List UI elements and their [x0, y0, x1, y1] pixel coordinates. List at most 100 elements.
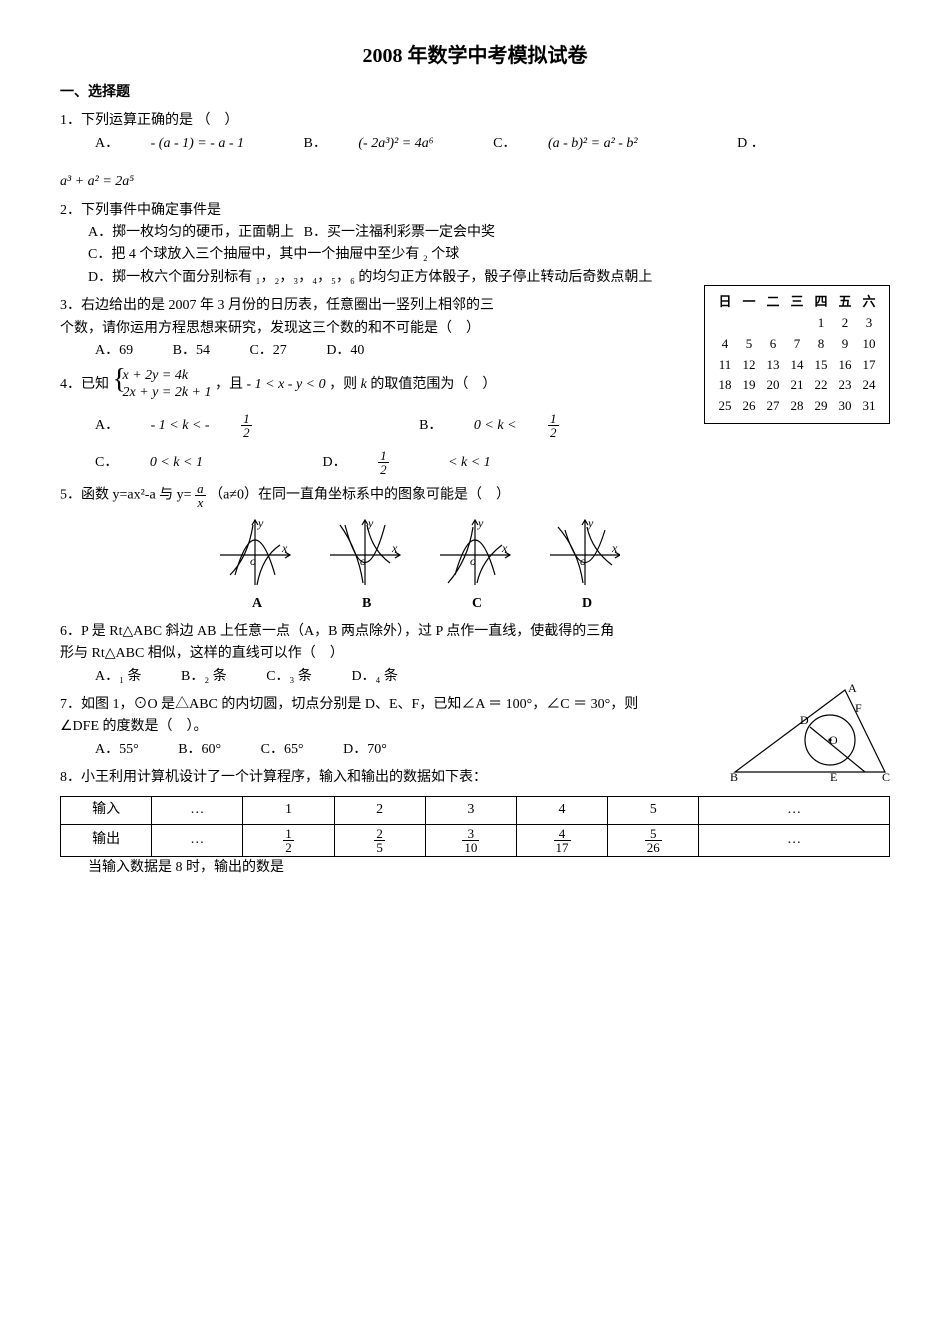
q2C: C．把 4 个球放入三个抽屉中，其中一个抽屉中至少有 ₂ 个球 — [60, 244, 890, 266]
q3A: A．69 — [95, 343, 133, 358]
brace-icon: { — [113, 366, 126, 394]
label: B． — [419, 418, 442, 433]
q4-post: ，则 — [329, 377, 361, 392]
q1-D-expr: a³ + a² = 2a⁵ — [60, 174, 134, 189]
q1-optA: A． - (a - 1) = - a - 1 — [95, 136, 276, 151]
expr: - 1 < k < - — [151, 418, 213, 433]
fig-label: B — [362, 596, 371, 611]
question-7: 7．如图 1，⊙O 是△ABC 的内切圆，切点分别是 D、E、F，已知∠A ＝ … — [60, 694, 890, 761]
question-5: 5．函数 y=ax²-a 与 y= ax （a≠0）在同一直角坐标系中的图象可能… — [60, 482, 890, 615]
num: 1 — [378, 449, 389, 463]
c: 310 — [425, 824, 516, 856]
q5-svg: o x y A o x y B — [180, 515, 620, 615]
label: C． — [493, 136, 516, 151]
fig-label: C — [472, 596, 482, 611]
x-label: x — [281, 541, 288, 555]
n: 4 — [554, 827, 571, 841]
q5-figures: o x y A o x y B — [180, 515, 890, 615]
q7A: A．55° — [95, 742, 139, 757]
question-4: 4．已知 { x + 2y = 4k 2x + y = 2k + 1 ，且 - … — [60, 368, 890, 476]
label: A． — [95, 136, 119, 151]
q3-l1: 3．右边给出的是 2007 年 3 月份的日历表，任意圈出一竖列上相邻的三 — [60, 295, 890, 317]
c: … — [152, 824, 243, 856]
c: 417 — [516, 824, 607, 856]
y-label: y — [477, 516, 484, 530]
q1-optB: B． (- 2a³)² = 4a⁶ — [304, 136, 466, 151]
q1-optC: C． (a - b)² = a² - b² — [493, 136, 669, 151]
q6-l1: 6．P 是 Rt△ABC 斜边 AB 上任意一点（A，B 两点除外），过 P 点… — [60, 621, 890, 643]
expr: - (a - 1) = - a - 1 — [151, 136, 244, 151]
q6A: A．₁ 条 — [95, 669, 142, 684]
q8-tail: 当输入数据是 8 时，输出的数是 — [60, 857, 890, 879]
y-label: y — [367, 516, 374, 530]
q7C: C．65° — [261, 742, 304, 757]
q4-row2: C． 0 < k < 1 D． 12 < k < 1 — [60, 449, 890, 476]
x-label: x — [391, 541, 398, 555]
q5-pre: 5．函数 y=ax²-a 与 y= — [60, 488, 195, 503]
c: 1 — [243, 797, 334, 824]
c: 3 — [425, 797, 516, 824]
q4A: A． - 1 < k < - 12 — [95, 418, 311, 433]
label: A． — [95, 418, 119, 433]
expr: < k < 1 — [445, 455, 491, 470]
expr: (a - b)² = a² - b² — [548, 136, 638, 151]
expr: 0 < k < 1 — [150, 455, 203, 470]
expr: (- 2a³)² = 4a⁶ — [358, 136, 433, 151]
q4B: B． 0 < k < 12 — [419, 418, 614, 433]
text: B．买一注福利彩票一定会中奖 — [304, 225, 495, 240]
q2-stem: 2．下列事件中确定事件是 — [60, 200, 890, 222]
question-8: 8．小王利用计算机设计了一个计算程序，输入和输出的数据如下表： — [60, 767, 890, 789]
q3-l2: 个数，请你运用方程思想来研究，发现这三个数的和不可能是（ ） — [60, 318, 890, 340]
den: x — [195, 496, 206, 509]
q6D: D．₄ 条 — [351, 669, 398, 684]
n: 3 — [462, 827, 479, 841]
q3D: D．40 — [326, 343, 364, 358]
expr: 0 < k < — [474, 418, 520, 433]
label: D． — [322, 455, 346, 470]
frac: 12 — [548, 412, 587, 439]
section-heading: 一、选择题 — [60, 82, 890, 104]
origin-label: o — [580, 554, 586, 568]
q7-l1: 7．如图 1，⊙O 是△ABC 的内切圆，切点分别是 D、E、F，已知∠A ＝ … — [60, 694, 890, 716]
c: … — [699, 797, 890, 824]
frac: ax — [195, 482, 206, 509]
x-label: x — [611, 541, 618, 555]
table-row: 输入 … 1 2 3 4 5 … — [61, 797, 890, 824]
q1-options: A． - (a - 1) = - a - 1 B． (- 2a³)² = 4a⁶… — [60, 133, 890, 155]
n: 2 — [374, 827, 385, 841]
origin-label: o — [470, 554, 476, 568]
num: 1 — [241, 412, 252, 426]
sys-r1: x + 2y = 4k — [123, 368, 212, 385]
c: … — [699, 824, 890, 856]
fig-label: D — [582, 596, 592, 611]
q4-tail: 的取值范围为（ ） — [367, 377, 497, 392]
q4-row1: A． - 1 < k < - 12 B． 0 < k < 12 — [60, 412, 890, 439]
den: 2 — [548, 426, 559, 439]
c: 25 — [334, 824, 425, 856]
n: 5 — [645, 827, 662, 841]
q8-table: 输入 … 1 2 3 4 5 … 输出 … 12 25 310 417 526 … — [60, 796, 890, 856]
num: 1 — [548, 412, 559, 426]
q7-l2: ∠DFE 的度数是（ ）。 — [60, 716, 890, 738]
d: 17 — [554, 841, 571, 854]
frac: 12 — [378, 449, 417, 476]
d: 5 — [374, 841, 385, 854]
num: a — [195, 482, 206, 496]
c: 526 — [608, 824, 699, 856]
d: 26 — [645, 841, 662, 854]
q4D: D． 12 < k < 1 — [322, 455, 518, 470]
label: C． — [95, 455, 118, 470]
q7B: B．60° — [178, 742, 221, 757]
den: 2 — [378, 463, 389, 476]
question-2: 2．下列事件中确定事件是 A．掷一枚均匀的硬币，正面朝上 B．买一注福利彩票一定… — [60, 200, 890, 290]
origin-label: o — [250, 554, 256, 568]
d: 2 — [283, 841, 294, 854]
hdr: 输入 — [61, 797, 152, 824]
c: 2 — [334, 797, 425, 824]
q1-optD: D ． — [737, 136, 793, 151]
q2D: D．掷一枚六个面分别标有 ₁，₂，₃，₄，₅，₆ 的均匀正方体骰子，骰子停止转动… — [60, 267, 890, 289]
question-6: 6．P 是 Rt△ABC 斜边 AB 上任意一点（A，B 两点除外），过 P 点… — [60, 621, 890, 688]
c: 4 — [516, 797, 607, 824]
q7D: D．70° — [343, 742, 387, 757]
question-1: 1．下列运算正确的是 （ ） A． - (a - 1) = - a - 1 B．… — [60, 110, 890, 193]
